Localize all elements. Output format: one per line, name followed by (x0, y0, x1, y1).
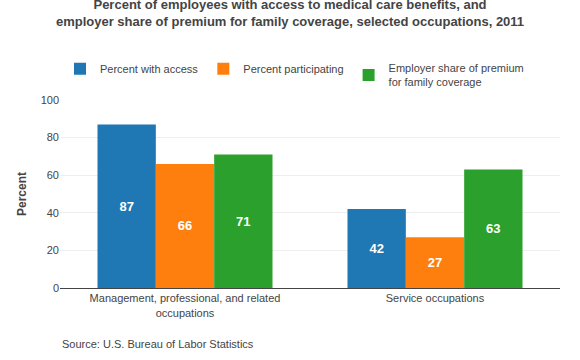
svg-text:0: 0 (53, 282, 59, 294)
svg-text:Percent participating: Percent participating (243, 63, 343, 75)
svg-text:40: 40 (47, 207, 59, 219)
svg-text:63: 63 (486, 221, 500, 236)
svg-text:42: 42 (369, 241, 383, 256)
svg-text:Management, professional, and: Management, professional, and relatedocc… (90, 292, 281, 318)
svg-text:60: 60 (47, 169, 59, 181)
svg-text:Source: U.S. Bureau of Labor S: Source: U.S. Bureau of Labor Statistics (62, 338, 254, 350)
svg-text:Service occupations: Service occupations (386, 292, 485, 304)
svg-text:27: 27 (428, 255, 442, 270)
svg-text:100: 100 (41, 94, 59, 106)
svg-text:Percent with access: Percent with access (100, 63, 198, 75)
svg-text:66: 66 (178, 218, 192, 233)
svg-text:Percent of employees with acce: Percent of employees with access to medi… (56, 0, 524, 29)
svg-text:87: 87 (119, 199, 133, 214)
svg-text:80: 80 (47, 131, 59, 143)
svg-text:Employer share of premiumfor f: Employer share of premiumfor family cove… (389, 62, 524, 88)
svg-text:71: 71 (236, 214, 250, 229)
svg-text:20: 20 (47, 244, 59, 256)
svg-text:Percent: Percent (15, 172, 29, 216)
